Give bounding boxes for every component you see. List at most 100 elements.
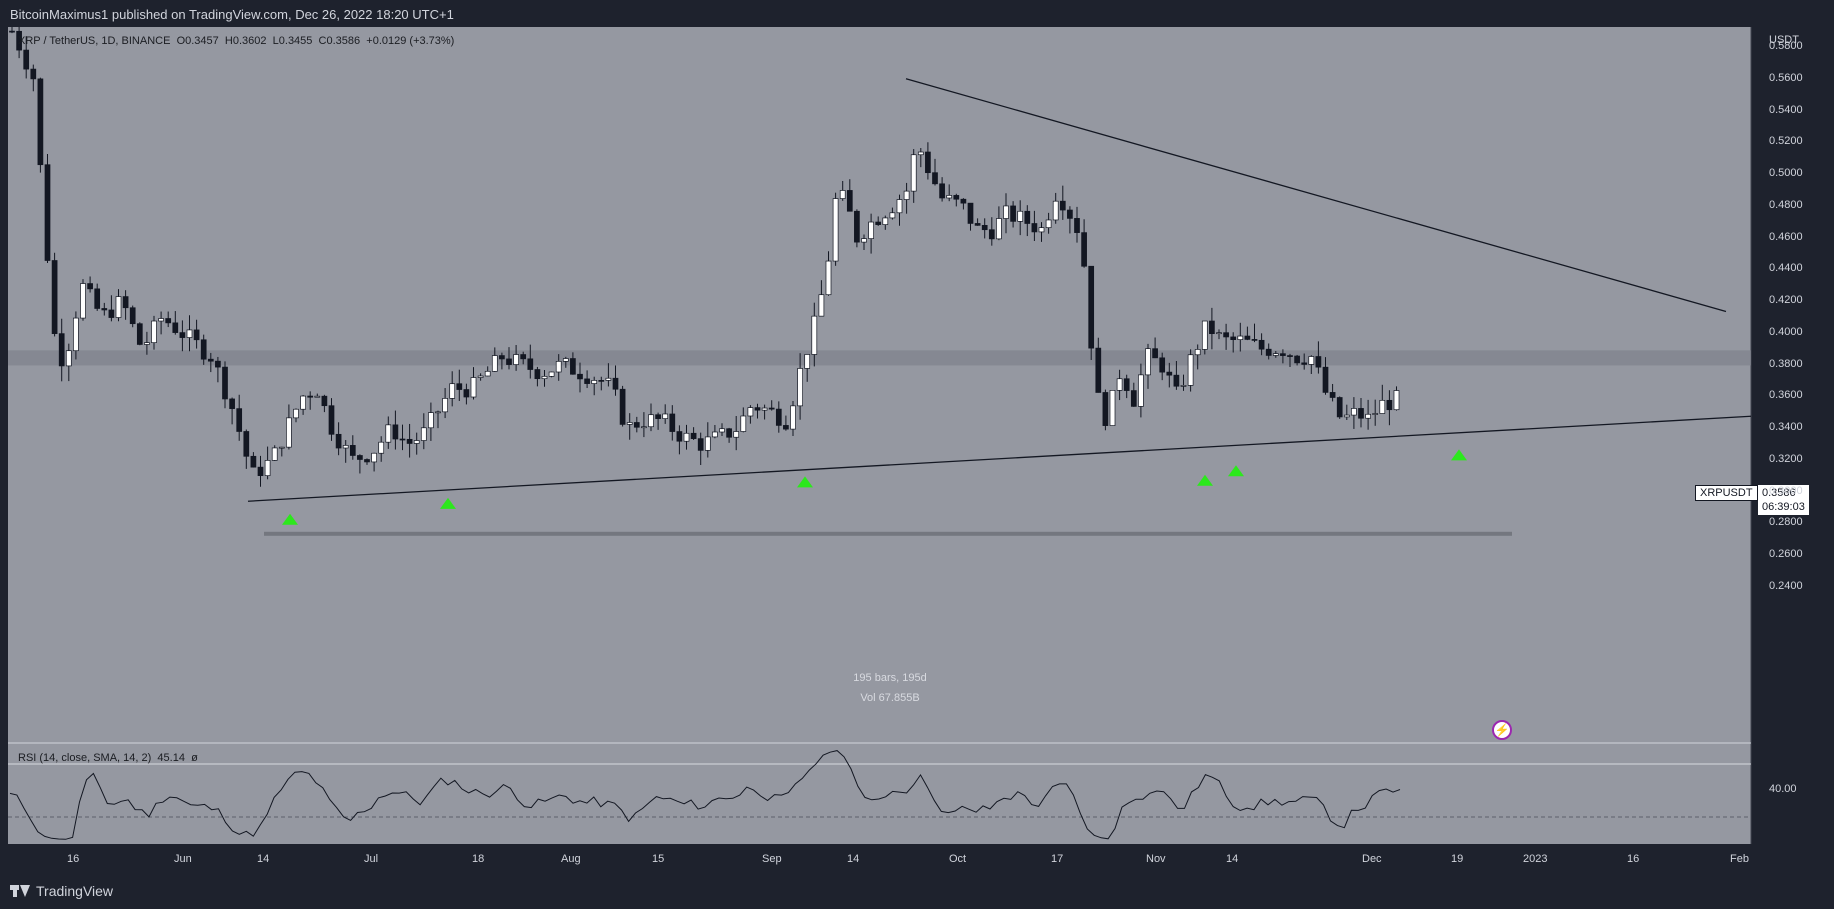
candle[interactable]	[598, 376, 605, 391]
candle[interactable]	[690, 427, 697, 441]
candle[interactable]	[172, 311, 179, 335]
candle[interactable]	[1194, 344, 1201, 370]
descending-trendline[interactable]	[905, 78, 1727, 313]
candle[interactable]	[818, 280, 825, 317]
candle[interactable]	[832, 192, 839, 266]
candle[interactable]	[747, 405, 754, 424]
candle[interactable]	[1386, 390, 1393, 426]
candle[interactable]	[960, 198, 967, 210]
candle[interactable]	[193, 319, 200, 349]
candle[interactable]	[1209, 307, 1215, 350]
support-signal-arrow[interactable]	[440, 497, 456, 509]
candle[interactable]	[278, 446, 285, 457]
candle[interactable]	[1017, 200, 1024, 236]
candle[interactable]	[428, 402, 434, 441]
candle[interactable]	[271, 445, 278, 461]
candle[interactable]	[364, 458, 370, 465]
candle[interactable]	[1088, 265, 1095, 360]
candle[interactable]	[577, 362, 583, 393]
candle[interactable]	[683, 424, 690, 450]
candle[interactable]	[151, 315, 157, 350]
candle[interactable]	[584, 370, 590, 389]
candle[interactable]	[207, 352, 214, 373]
candle[interactable]	[1003, 193, 1009, 234]
candle[interactable]	[1258, 333, 1265, 356]
candle[interactable]	[456, 369, 463, 402]
candle[interactable]	[1230, 332, 1237, 353]
candle[interactable]	[1081, 219, 1087, 268]
candle[interactable]	[825, 251, 832, 296]
candle[interactable]	[1067, 206, 1073, 234]
candle[interactable]	[1393, 386, 1400, 411]
candle[interactable]	[300, 395, 306, 415]
candle[interactable]	[108, 295, 115, 322]
candle[interactable]	[740, 407, 747, 433]
candle[interactable]	[1152, 337, 1158, 359]
candle[interactable]	[158, 311, 164, 335]
candle[interactable]	[136, 322, 143, 346]
candle[interactable]	[1145, 343, 1151, 389]
candle[interactable]	[811, 302, 818, 367]
candle[interactable]	[846, 179, 853, 212]
candle[interactable]	[591, 376, 598, 396]
candle[interactable]	[804, 354, 811, 382]
candle[interactable]	[229, 397, 235, 425]
candle[interactable]	[1343, 404, 1350, 420]
candle[interactable]	[1138, 363, 1144, 418]
candle[interactable]	[349, 435, 356, 460]
candle[interactable]	[1294, 354, 1300, 366]
candle[interactable]	[307, 391, 314, 410]
candle[interactable]	[633, 416, 640, 433]
candle[interactable]	[1280, 349, 1286, 364]
candle[interactable]	[293, 408, 299, 423]
candle[interactable]	[513, 345, 519, 371]
candle[interactable]	[669, 405, 676, 441]
symbol-title[interactable]: XRP / TetherUS, 1D, BINANCE	[18, 35, 171, 47]
candle[interactable]	[1024, 205, 1031, 237]
candle[interactable]	[889, 207, 896, 220]
candle[interactable]	[30, 64, 37, 92]
rsi-line[interactable]	[9, 750, 1401, 840]
candle[interactable]	[406, 423, 413, 458]
candle[interactable]	[754, 403, 761, 419]
resistance-zone[interactable]	[8, 350, 1751, 366]
candle[interactable]	[1038, 222, 1045, 242]
candle[interactable]	[619, 385, 626, 427]
candle[interactable]	[449, 371, 456, 407]
candle[interactable]	[868, 213, 874, 254]
candle[interactable]	[9, 27, 15, 34]
candle[interactable]	[534, 366, 541, 387]
candle[interactable]	[165, 311, 172, 328]
candle[interactable]	[1109, 390, 1116, 426]
candle[interactable]	[939, 177, 945, 202]
candle[interactable]	[129, 305, 136, 328]
candle[interactable]	[974, 218, 981, 226]
candle[interactable]	[1095, 337, 1102, 393]
candle[interactable]	[1123, 374, 1130, 399]
candle[interactable]	[392, 410, 399, 450]
candle[interactable]	[1201, 320, 1208, 355]
support-signal-arrow[interactable]	[797, 476, 813, 488]
candle[interactable]	[527, 344, 534, 379]
candle[interactable]	[1010, 201, 1016, 228]
candle[interactable]	[222, 361, 228, 409]
candle[interactable]	[499, 352, 505, 370]
candle[interactable]	[1372, 399, 1379, 426]
candle[interactable]	[399, 424, 406, 451]
candle[interactable]	[144, 331, 150, 355]
candle[interactable]	[882, 215, 889, 230]
candle[interactable]	[790, 400, 796, 436]
candle[interactable]	[1251, 323, 1258, 343]
candle[interactable]	[548, 371, 555, 378]
candle[interactable]	[839, 180, 846, 201]
support-signal-arrow[interactable]	[1228, 465, 1244, 477]
candle[interactable]	[264, 446, 271, 480]
measure-bar[interactable]	[264, 531, 1512, 536]
candle[interactable]	[51, 252, 58, 337]
candle[interactable]	[250, 452, 257, 468]
support-signal-arrow[interactable]	[1451, 449, 1467, 461]
candle[interactable]	[783, 415, 789, 431]
candle[interactable]	[1045, 212, 1052, 234]
candle[interactable]	[80, 279, 86, 321]
candle[interactable]	[520, 351, 527, 365]
